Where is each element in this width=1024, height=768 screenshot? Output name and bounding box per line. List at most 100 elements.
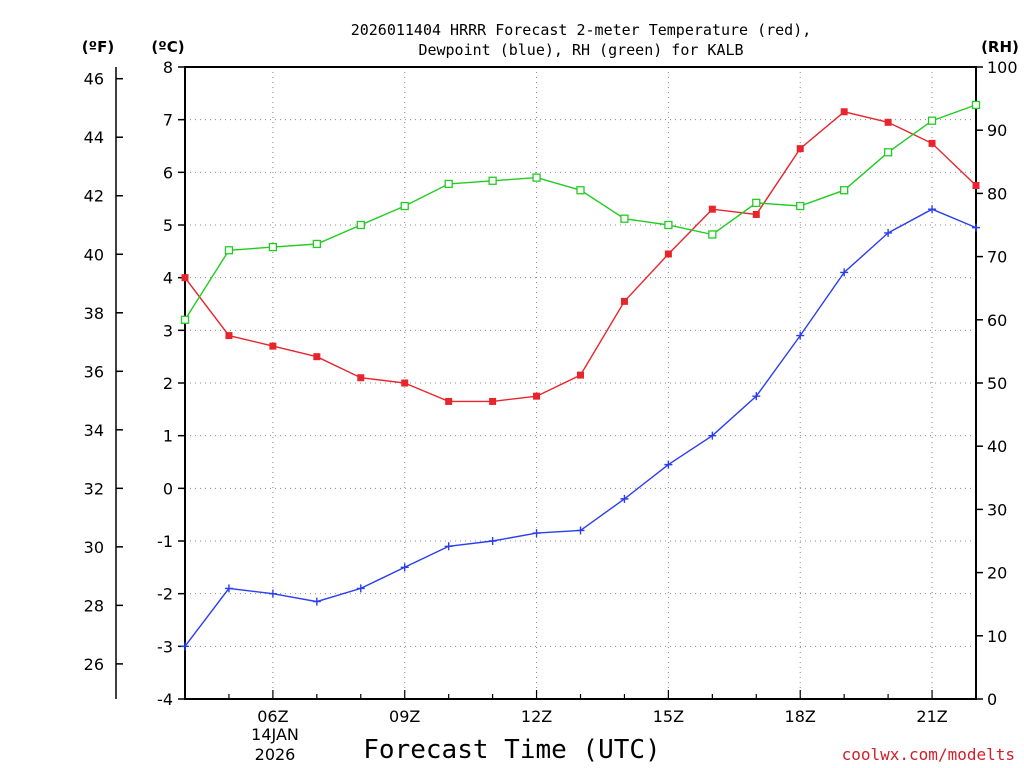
temperature-data-point [752, 210, 760, 218]
temperature-data-point [533, 392, 541, 400]
rh-data-point [927, 116, 937, 125]
rh-data-point [356, 220, 365, 230]
celsius-tick-label: -3 [157, 637, 173, 656]
fahrenheit-tick-label: 46 [84, 70, 104, 89]
rh-data-point [268, 242, 278, 252]
temperature-data-point [620, 297, 628, 305]
rh-data-point [708, 230, 717, 239]
temperature-data-point [181, 274, 189, 282]
dewpoint-data-point [620, 494, 629, 503]
time-tick-label: 06Z [257, 707, 288, 726]
dewpoint-data-point [884, 228, 893, 237]
time-tick-label: 21Z [916, 707, 947, 726]
temperature-data-point [796, 145, 804, 153]
fahrenheit-tick-label: 44 [84, 128, 104, 147]
fahrenheit-tick-label: 28 [84, 596, 104, 615]
fahrenheit-tick-label: 26 [84, 655, 104, 674]
dewpoint-data-point [268, 589, 277, 598]
fahrenheit-tick-label: 32 [84, 479, 104, 498]
rh-data-point [444, 179, 453, 189]
fahrenheit-tick-label: 42 [84, 187, 104, 206]
celsius-tick-label: 5 [163, 216, 173, 235]
rh-data-point [180, 315, 190, 324]
dewpoint-data-point [224, 584, 233, 593]
celsius-tick-label: -1 [157, 532, 173, 551]
rh-data-point [840, 186, 849, 195]
temperature-data-point [225, 332, 233, 340]
celsius-tick-label: -2 [157, 585, 173, 604]
rh-tick-label: 0 [987, 690, 997, 709]
temperature-data-point [357, 374, 365, 382]
temperature-data-point [313, 353, 321, 361]
dewpoint-data-point [752, 392, 761, 401]
celsius-tick-label: 8 [163, 58, 173, 77]
dewpoint-data-point [444, 542, 453, 551]
temperature-data-point [884, 118, 892, 126]
date-label-year: 2026 [255, 745, 296, 764]
dewpoint-data-point [181, 642, 189, 651]
dewpoint-data-point [488, 537, 497, 545]
dewpoint-data-point [532, 529, 541, 538]
rh-tick-label: 70 [987, 248, 1007, 267]
temperature-data-point [928, 139, 936, 147]
rh-tick-label: 10 [987, 627, 1007, 646]
celsius-tick-label: -4 [157, 690, 173, 709]
rh-data-point [664, 220, 673, 230]
rh-data-point [883, 148, 893, 157]
fahrenheit-tick-label: 30 [84, 538, 104, 557]
dewpoint-data-point [664, 460, 673, 469]
plot-gridlines [185, 67, 976, 699]
time-tick-label: 09Z [389, 707, 420, 726]
celsius-tick-label: 7 [163, 111, 173, 130]
rh-data-point [224, 246, 234, 255]
chart-title-line-1: 2026011404 HRRR Forecast 2-meter Tempera… [351, 21, 812, 39]
temperature-data-point [708, 205, 716, 213]
celsius-tick-label: 1 [163, 427, 173, 446]
plot-series [180, 100, 981, 651]
celsius-tick-label: 2 [163, 374, 173, 393]
dewpoint-data-point [312, 597, 321, 606]
celsius-unit-label: (ºC) [151, 38, 184, 56]
rh-data-point [400, 201, 409, 211]
fahrenheit-tick-label: 34 [84, 421, 104, 440]
celsius-tick-label: 6 [163, 163, 173, 182]
dewpoint-data-point [972, 223, 980, 232]
time-tick-label: 12Z [521, 707, 552, 726]
rh-data-point [488, 176, 497, 185]
temperature-data-point [840, 108, 848, 116]
rh-tick-label: 20 [987, 564, 1007, 583]
rh-tick-label: 90 [987, 121, 1007, 140]
chart-title-line-2: Dewpoint (blue), RH (green) for KALB [418, 41, 743, 59]
date-label-day: 14JAN [251, 725, 299, 744]
plot-axes: -4-3-2-101234567826283032343638404244460… [84, 58, 1018, 726]
rh-tick-label: 100 [987, 58, 1018, 77]
credit-link[interactable]: coolwx.com/modelts [842, 745, 1015, 764]
rh-data-point [576, 186, 585, 195]
temperature-data-point [489, 397, 497, 405]
fahrenheit-tick-label: 36 [84, 362, 104, 381]
dewpoint-data-point [400, 563, 409, 572]
rh-tick-label: 40 [987, 437, 1007, 456]
time-tick-label: 18Z [785, 707, 816, 726]
fahrenheit-tick-label: 38 [84, 304, 104, 323]
celsius-tick-label: 4 [163, 269, 173, 288]
dewpoint-data-point [928, 205, 937, 214]
x-axis-title: Forecast Time (UTC) [363, 735, 660, 765]
rh-tick-label: 60 [987, 311, 1007, 330]
dewpoint-data-point [576, 526, 585, 535]
rh-tick-label: 80 [987, 184, 1007, 203]
temperature-data-point [577, 371, 584, 379]
rh-unit-label: (RH) [981, 38, 1019, 56]
rh-tick-label: 50 [987, 374, 1007, 393]
dewpoint-data-point [796, 331, 805, 340]
rh-data-point [312, 239, 321, 249]
time-tick-label: 15Z [653, 707, 684, 726]
temperature-data-point [972, 182, 980, 189]
dewpoint-data-point [356, 584, 365, 593]
rh-data-point [796, 201, 805, 211]
temperature-data-point [445, 397, 453, 405]
fahrenheit-unit-label: (ºF) [82, 38, 114, 56]
fahrenheit-tick-label: 40 [84, 245, 104, 264]
